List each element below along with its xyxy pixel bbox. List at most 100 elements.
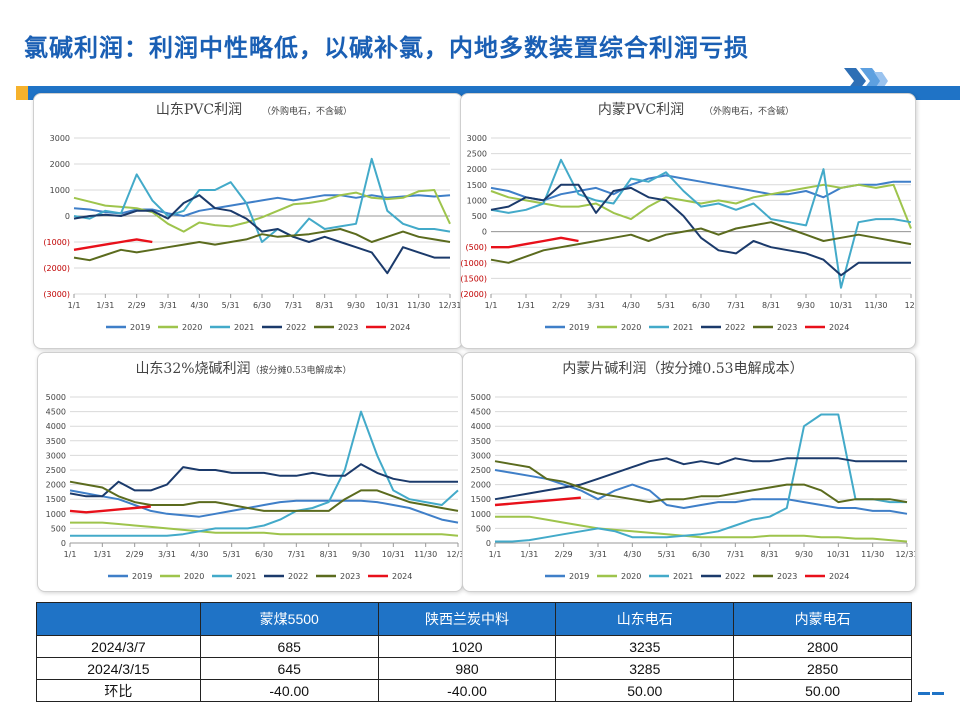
x-tick-label: 7/31 [726, 550, 744, 559]
x-tick-label: 3/31 [159, 301, 177, 310]
y-tick-label: 1000 [50, 186, 70, 195]
price-table: 蒙煤5500 陕西兰炭中料 山东电石 内蒙电石 2024/3/7 685 102… [36, 602, 912, 702]
x-tick-label: 11/30 [864, 301, 887, 310]
x-tick-label: 3/31 [158, 550, 176, 559]
series-line-2023 [69, 480, 459, 512]
x-tick-label: 6/30 [253, 301, 271, 310]
y-tick-label: (2000) [43, 264, 70, 273]
x-tick-label: 1/1 [485, 301, 498, 310]
y-tick-label: 2500 [471, 466, 491, 475]
chart-panel-sd-pvc: 山东PVC利润 （外购电石，不含碱） (3000) (2000) (1000) 0 1000… [33, 93, 463, 349]
y-tick-label: 0 [486, 539, 491, 548]
legend-label: 2024 [829, 323, 849, 332]
table-cell: 685 [199, 635, 379, 658]
y-tick-label: 2000 [471, 481, 491, 490]
x-tick-label: 12/ [905, 301, 915, 310]
header-bar-accent [16, 86, 28, 100]
x-tick-label: 1/1 [68, 301, 81, 310]
table-cell-label: 环比 [36, 679, 201, 702]
chart-panel-nm-pvc: 内蒙PVC利润 （外购电石，不含碱） (2000) (1500) (1000) (500)… [460, 93, 916, 349]
legend-label: 2019 [130, 323, 150, 332]
series-line-2023 [73, 228, 451, 262]
y-tick-label: 0 [482, 228, 487, 237]
x-tick-label: 10/31 [829, 301, 852, 310]
x-tick-label: 9/30 [347, 301, 365, 310]
x-tick-label: 7/31 [727, 301, 745, 310]
chart-subtitle: （外购电石，不含碱） [704, 105, 794, 117]
chart-panel-nm-flake: 内蒙片碱利润（按分摊0.53电解成本） 0 500 1000 1500 2000 2500 3… [462, 352, 916, 592]
legend-label: 2019 [569, 572, 589, 581]
series-line-2023 [490, 221, 912, 264]
series-line-2019 [69, 489, 459, 524]
series-line-2022 [73, 194, 450, 275]
legend-label: 2024 [829, 572, 849, 581]
x-tick-label: 6/30 [692, 301, 710, 310]
chart-title: 山东PVC利润 [156, 102, 242, 118]
y-tick-label: 2500 [467, 150, 487, 159]
y-tick-label: (500) [465, 243, 487, 252]
series-line-2024 [491, 236, 579, 249]
y-tick-label: 500 [472, 212, 487, 221]
x-tick-label: 1/1 [489, 550, 502, 559]
x-tick-label: 1/31 [520, 550, 538, 559]
series-line-2022 [69, 463, 458, 498]
y-tick-label: 500 [476, 524, 491, 533]
x-tick-label: 1/31 [96, 301, 114, 310]
legend-label: 2023 [340, 572, 360, 581]
table-cell: 3235 [555, 635, 735, 658]
x-tick-label: 3/31 [587, 301, 605, 310]
y-tick-label: 2000 [467, 165, 487, 174]
table-cell: 2800 [733, 635, 912, 658]
y-tick-label: 2500 [46, 466, 66, 475]
y-tick-label: (3000) [43, 290, 70, 299]
x-tick-label: 8/31 [761, 550, 779, 559]
x-tick-label: 8/31 [320, 550, 338, 559]
legend-label: 2020 [621, 323, 641, 332]
y-tick-label: 3000 [471, 451, 491, 460]
table-header-cell: 山东电石 [555, 602, 735, 636]
legend-label: 2023 [338, 323, 358, 332]
x-tick-label: 2/29 [128, 301, 146, 310]
x-tick-label: 4/30 [623, 550, 641, 559]
table-cell-date: 2024/3/7 [36, 635, 201, 658]
series-line-2021 [73, 157, 451, 243]
y-tick-label: 3000 [46, 451, 66, 460]
y-tick-label: 500 [51, 524, 66, 533]
legend-label: 2023 [777, 323, 797, 332]
legend-label: 2020 [182, 323, 202, 332]
y-tick-label: 1000 [46, 510, 66, 519]
series-line-2020 [73, 189, 451, 233]
y-tick-label: 3000 [50, 134, 70, 143]
chart-sd-pvc: 山东PVC利润 （外购电石，不含碱） (3000) (2000) (1000) 0 1000… [43, 102, 461, 332]
legend-label: 2022 [725, 572, 745, 581]
x-tick-label: 11/30 [414, 550, 437, 559]
table-header-cell [36, 602, 201, 636]
chart-title: 山东32%烧碱利润 [135, 361, 250, 377]
y-tick-label: (1000) [43, 238, 70, 247]
y-tick-label: 2000 [46, 481, 66, 490]
x-tick-label: 12/31 [446, 550, 462, 559]
chart-sd-caustic: 山东32%烧碱利润 （按分摊0.53电解成本） 0 500 1000 1500 2000 25… [46, 361, 462, 581]
chart-subtitle: （按分摊0.53电解成本） [250, 364, 351, 376]
x-tick-label: 12/31 [438, 301, 461, 310]
series-line-2021 [490, 158, 912, 289]
x-tick-label: 10/31 [382, 550, 405, 559]
y-tick-label: 0 [65, 212, 70, 221]
table-header-cell: 陕西兰炭中料 [377, 602, 557, 636]
x-tick-label: 5/31 [223, 550, 241, 559]
series-line-2022 [490, 183, 911, 277]
y-tick-label: 5000 [471, 393, 491, 402]
x-tick-label: 5/31 [222, 301, 240, 310]
x-tick-label: 4/30 [190, 301, 208, 310]
series-line-2023 [494, 460, 908, 504]
y-tick-label: 1000 [467, 196, 487, 205]
legend-label: 2021 [234, 323, 254, 332]
y-tick-label: 1500 [46, 495, 66, 504]
table-row: 2024/3/15 645 980 3285 2850 [36, 657, 912, 680]
series-line-2024 [73, 238, 153, 251]
y-tick-label: 1000 [471, 510, 491, 519]
legend-label: 2019 [569, 323, 589, 332]
legend-label: 2024 [390, 323, 410, 332]
table-header-row: 蒙煤5500 陕西兰炭中料 山东电石 内蒙电石 [36, 602, 912, 636]
chart-title: 内蒙PVC利润 [598, 102, 684, 118]
